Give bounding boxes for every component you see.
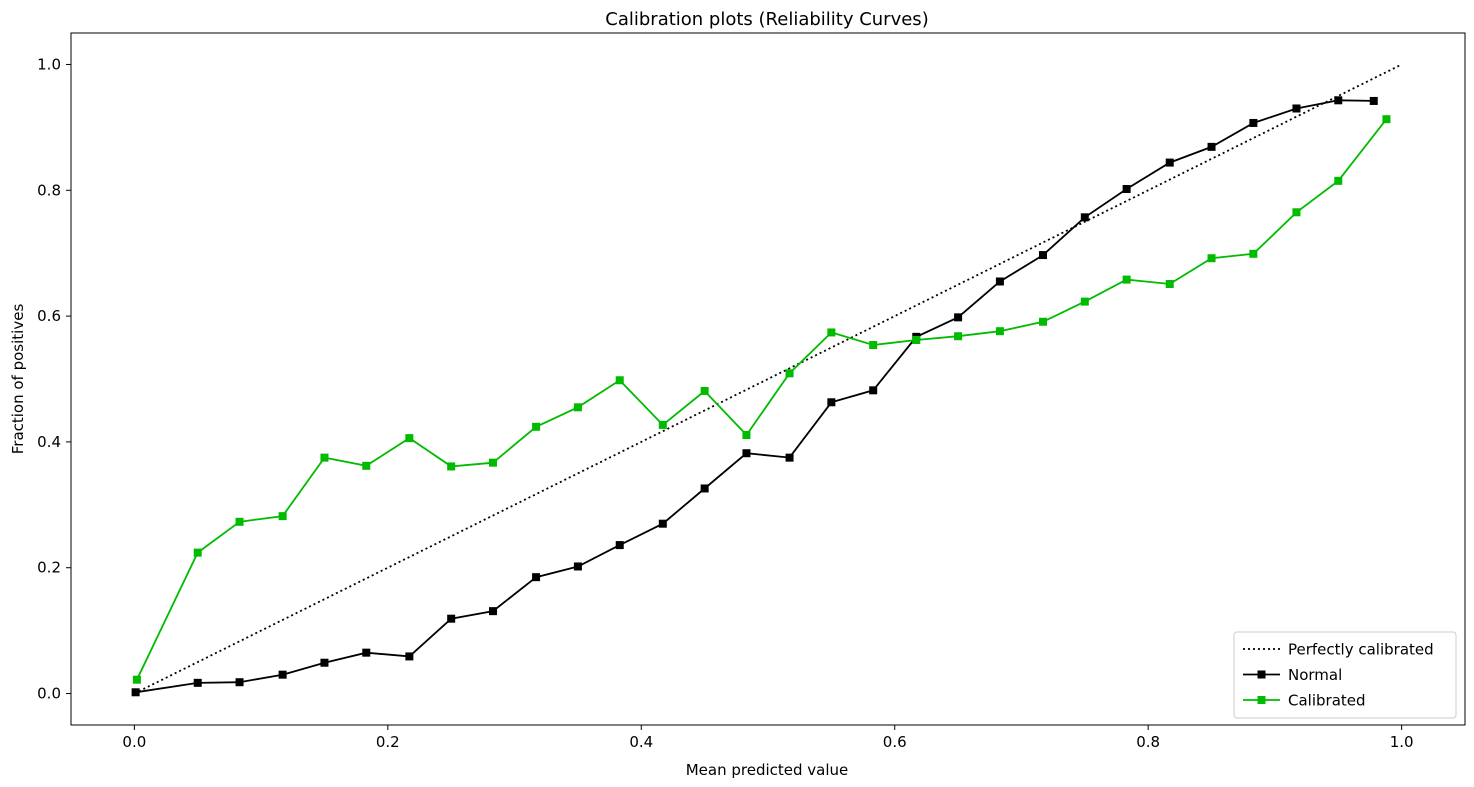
data-point [573, 403, 582, 412]
data-point [869, 341, 878, 350]
y-axis-label: Fraction of positives [9, 304, 27, 455]
series-normal [131, 96, 1378, 697]
data-point [532, 573, 541, 582]
y-axis: 0.0 0.2 0.4 0.6 0.8 1.0 [37, 55, 71, 703]
plot-frame [70, 32, 1466, 726]
data-point [658, 420, 667, 429]
data-point [912, 335, 921, 344]
data-point [785, 453, 794, 462]
data-point [320, 658, 329, 667]
data-point [1080, 297, 1089, 306]
series-line [135, 99, 1374, 694]
data-point [405, 652, 414, 661]
data-point [1080, 213, 1089, 222]
legend-entry-label: Normal [1288, 666, 1342, 684]
data-point [1292, 208, 1301, 217]
data-point [489, 458, 498, 467]
data-point [1122, 275, 1131, 284]
data-point [235, 678, 244, 687]
x-axis-label: Mean predicted value [686, 761, 849, 779]
data-point [1369, 96, 1378, 105]
data-point [362, 648, 371, 657]
data-point [995, 327, 1004, 336]
data-point [1165, 158, 1174, 167]
data-point [1038, 317, 1047, 326]
data-point [405, 434, 414, 443]
data-point [995, 277, 1004, 286]
x-tick-label: 0.8 [1136, 733, 1160, 751]
x-tick-label: 0.6 [883, 733, 907, 751]
data-point [573, 562, 582, 571]
y-tick-label: 0.4 [37, 433, 61, 451]
y-tick-label: 0.2 [37, 559, 61, 577]
data-point [954, 313, 963, 322]
legend-entry-label: Calibrated [1288, 692, 1366, 710]
data-point [278, 512, 287, 521]
y-tick-label: 0.6 [37, 307, 61, 325]
data-point [1165, 280, 1174, 289]
y-tick-label: 1.0 [37, 55, 61, 73]
data-point [615, 376, 624, 385]
legend-swatch-marker [1257, 696, 1266, 704]
series-perfectly-calibrated [133, 63, 1403, 695]
data-point [615, 541, 624, 550]
series-line [133, 63, 1403, 695]
data-point [742, 430, 751, 439]
legend-box [1233, 631, 1457, 719]
legend-swatch-marker [1257, 670, 1266, 679]
data-point [1207, 142, 1216, 151]
x-tick-label: 1.0 [1390, 733, 1414, 751]
y-tick-label: 0.8 [37, 181, 61, 199]
data-point [1249, 249, 1258, 258]
data-point [193, 548, 202, 557]
data-point [235, 517, 244, 526]
data-point [131, 688, 140, 697]
data-point [1382, 115, 1391, 124]
data-point [700, 386, 709, 395]
series-calibrated [132, 115, 1391, 684]
data-point [785, 369, 794, 378]
data-point [869, 386, 878, 395]
data-point [193, 678, 202, 687]
data-point [827, 398, 836, 407]
data-point [1249, 118, 1258, 127]
data-point [447, 462, 456, 471]
data-point [1334, 176, 1343, 185]
x-tick-label: 0.2 [376, 733, 400, 751]
x-axis: 0.0 0.2 0.4 0.6 0.8 1.0 [122, 725, 1414, 751]
data-point [278, 670, 287, 679]
data-point [827, 328, 836, 337]
data-point [489, 607, 498, 616]
chart-title: Calibration plots (Reliability Curves) [605, 9, 928, 30]
data-point [1207, 254, 1216, 263]
data-point [320, 453, 329, 462]
legend-entry-label: Perfectly calibrated [1288, 641, 1434, 659]
plot-area [131, 63, 1403, 697]
y-tick-label: 0.0 [37, 685, 61, 703]
data-point [1038, 251, 1047, 260]
data-point [700, 484, 709, 493]
data-point [1292, 104, 1301, 113]
data-point [658, 519, 667, 528]
data-point [132, 675, 141, 684]
data-point [532, 422, 541, 431]
data-point [447, 614, 456, 623]
data-point [954, 332, 963, 341]
data-point [742, 449, 751, 458]
data-point [1334, 96, 1343, 105]
x-tick-label: 0.4 [629, 733, 653, 751]
data-point [1122, 185, 1131, 194]
x-tick-label: 0.0 [122, 733, 146, 751]
data-point [362, 461, 371, 470]
series-line [136, 118, 1388, 681]
legend: Perfectly calibrated Normal Calibrated [1233, 631, 1457, 719]
